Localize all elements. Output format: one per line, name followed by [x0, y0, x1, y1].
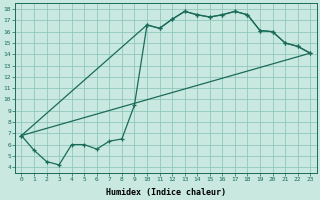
- X-axis label: Humidex (Indice chaleur): Humidex (Indice chaleur): [106, 188, 226, 197]
